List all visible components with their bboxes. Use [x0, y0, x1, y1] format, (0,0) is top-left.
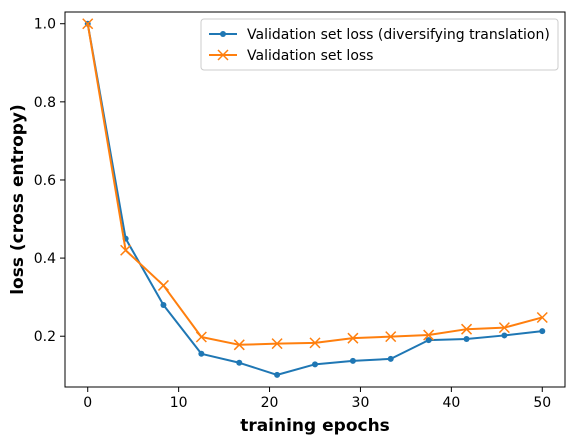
- data-point: [501, 332, 508, 339]
- x-tick-label: 0: [83, 395, 92, 411]
- series-1: [82, 18, 548, 351]
- data-point: [157, 279, 169, 291]
- data-point: [498, 322, 510, 334]
- data-point: [233, 339, 245, 351]
- data-point: [536, 311, 548, 323]
- data-point: [195, 331, 207, 343]
- legend-swatch-validation-marker: [217, 49, 229, 61]
- axis-ticks: 0 10 20 30 40 50 0.2 0.4 0.6 0.8 1.0: [34, 17, 551, 411]
- data-point: [385, 331, 397, 343]
- x-axis-label: training epochs: [240, 416, 390, 436]
- x-tick-label: 50: [533, 395, 551, 411]
- x-tick-label: 20: [261, 395, 279, 411]
- data-point: [425, 337, 432, 344]
- x-tick-label: 30: [352, 395, 370, 411]
- data-point: [347, 332, 359, 344]
- legend-label-diversifying: Validation set loss (diversifying transl…: [247, 27, 550, 43]
- plot-area: [64, 11, 566, 388]
- data-point: [198, 350, 205, 357]
- y-tick-label: 0.2: [34, 329, 56, 345]
- x-tick-label: 40: [442, 395, 460, 411]
- data-point: [236, 359, 243, 366]
- data-point: [312, 361, 318, 368]
- legend: Validation set loss (diversifying transl…: [200, 18, 559, 71]
- y-tick-label: 0.6: [34, 173, 56, 189]
- data-point: [120, 244, 132, 256]
- y-tick-label: 0.4: [34, 251, 56, 267]
- data-point: [349, 357, 356, 364]
- data-point: [387, 355, 394, 362]
- data-point: [271, 338, 283, 350]
- data-point: [82, 18, 94, 30]
- data-point: [309, 337, 321, 349]
- data-point: [539, 328, 546, 335]
- legend-swatch-diversifying-marker: [220, 31, 226, 37]
- data-point: [461, 323, 473, 335]
- data-point: [160, 301, 167, 308]
- data-point: [274, 371, 281, 378]
- x-tick-label: 10: [170, 395, 188, 411]
- legend-label-validation: Validation set loss: [247, 48, 373, 64]
- series-layer: [82, 18, 548, 378]
- series-0: [84, 20, 546, 378]
- y-tick-label: 1.0: [34, 17, 56, 33]
- data-point: [423, 329, 435, 341]
- y-axis-label: loss (cross entropy): [8, 104, 28, 295]
- data-point: [463, 335, 470, 342]
- legend-box: [200, 18, 559, 71]
- y-tick-label: 0.8: [34, 95, 56, 111]
